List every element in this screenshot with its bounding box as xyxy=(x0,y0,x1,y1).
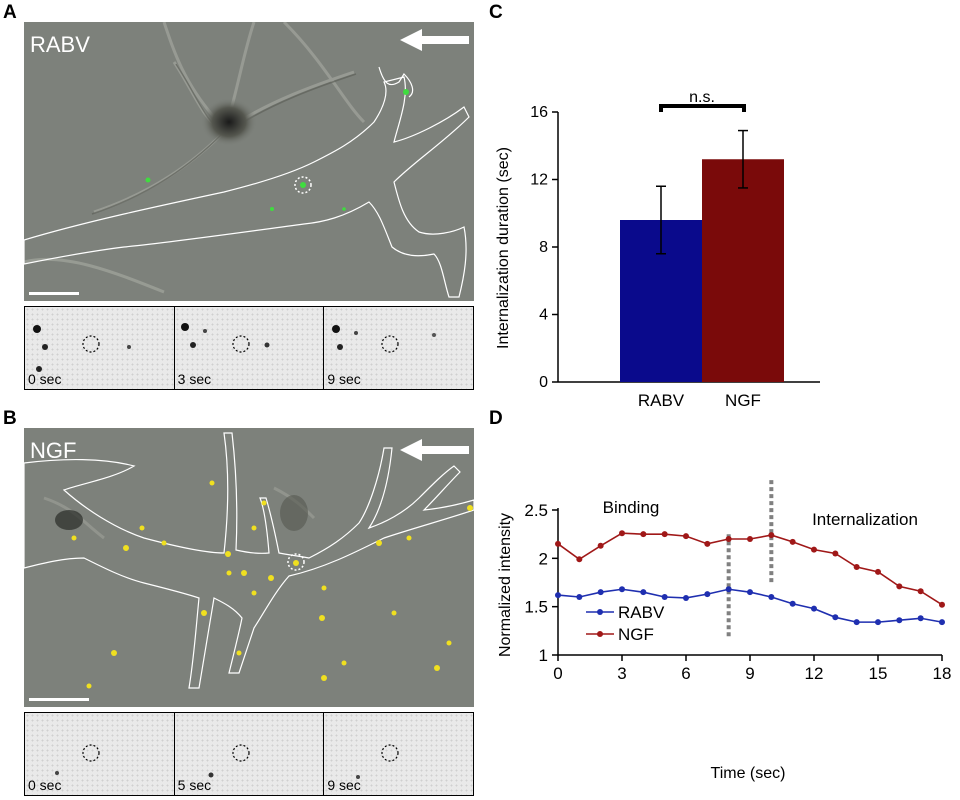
y-axis-label: Normalized intensity xyxy=(497,513,514,657)
data-point xyxy=(555,540,561,547)
data-point xyxy=(661,594,668,600)
data-point xyxy=(640,589,647,596)
strip-frame: 0 sec xyxy=(25,713,175,795)
x-tick-label: 12 xyxy=(805,664,824,683)
panel-b-letter: B xyxy=(3,408,17,429)
frame-time-label: 3 sec xyxy=(177,371,212,387)
data-point xyxy=(832,550,839,557)
strip-frame: 9 sec xyxy=(324,307,474,389)
panel-d-letter: D xyxy=(489,408,503,429)
binding-annotation: Binding xyxy=(603,498,660,517)
significance-bracket xyxy=(659,104,746,112)
internalization-annotation: Internalization xyxy=(812,510,918,529)
line-chart: 1 1.5 2 2.5 0 3 6 9 12 15 18 RABV NGF Normalized in… xyxy=(497,480,952,782)
strip-frame: 0 sec xyxy=(25,307,175,389)
panel-a-time-strip: 0 sec 3 sec 9 sec xyxy=(24,306,474,390)
arrow-left-icon xyxy=(400,29,469,51)
y-tick-label: 2.5 xyxy=(524,501,548,520)
data-point xyxy=(704,540,711,547)
data-point xyxy=(896,617,903,624)
data-point xyxy=(768,594,775,600)
data-point xyxy=(939,601,945,608)
data-point xyxy=(811,605,817,612)
data-point xyxy=(768,532,775,539)
data-point xyxy=(875,568,881,575)
panel-b-time-strip: 0 sec 5 sec 9 sec xyxy=(24,712,474,796)
panel-a-letter: A xyxy=(3,2,17,23)
data-point xyxy=(683,533,689,540)
x-tick-label: 0 xyxy=(553,664,562,683)
bar-chart: 0 4 8 12 16 RABV NGF Internalization duration… xyxy=(495,89,820,410)
data-point xyxy=(661,531,668,538)
data-point xyxy=(917,588,924,595)
legend-marker xyxy=(597,631,603,637)
y-tick-label: 16 xyxy=(530,104,548,121)
data-point xyxy=(789,600,796,607)
x-tick-label: 9 xyxy=(745,664,754,683)
legend-marker xyxy=(597,609,603,615)
data-point xyxy=(917,615,924,622)
data-point xyxy=(555,592,561,599)
arrow-left-icon xyxy=(400,439,469,461)
frame-time-label: 9 sec xyxy=(327,777,361,793)
panel-a-label: RABV xyxy=(30,32,90,57)
data-point xyxy=(725,586,732,593)
x-tick-label: 18 xyxy=(933,664,952,683)
data-point xyxy=(597,589,604,596)
panel-b-label: NGF xyxy=(30,438,77,463)
panel-b-micrograph: NGF xyxy=(24,428,474,707)
frame-time-label: 0 sec xyxy=(28,371,62,387)
x-tick-label: 6 xyxy=(681,664,690,683)
data-point xyxy=(747,536,753,542)
x-tick-label: NGF xyxy=(725,391,761,410)
y-tick-label: 2 xyxy=(539,549,548,568)
panel-a-micrograph: RABV xyxy=(24,22,474,301)
y-tick-label: 4 xyxy=(539,307,548,324)
data-point xyxy=(853,619,860,626)
data-point xyxy=(811,546,817,553)
data-point xyxy=(597,542,604,549)
data-point xyxy=(683,594,689,601)
data-point xyxy=(576,556,583,563)
data-point xyxy=(725,536,732,542)
y-tick-label: 1 xyxy=(539,646,548,665)
legend-label: RABV xyxy=(618,603,665,622)
significance-label: n.s. xyxy=(689,89,715,106)
bar-ngf xyxy=(702,159,784,382)
frame-time-label: 5 sec xyxy=(177,777,212,793)
data-point xyxy=(789,538,796,545)
y-tick-label: 12 xyxy=(530,172,548,189)
y-tick-label: 0 xyxy=(539,374,548,391)
ngf-neuron-image xyxy=(24,432,474,701)
y-tick-label: 1.5 xyxy=(524,598,548,617)
x-axis-label: Time (sec) xyxy=(711,765,786,782)
y-tick-label: 8 xyxy=(539,239,548,256)
strip-frame: 9 sec xyxy=(324,713,474,795)
x-tick-label: 3 xyxy=(617,664,626,683)
legend-label: NGF xyxy=(618,625,654,644)
panel-c-letter: C xyxy=(489,2,503,23)
data-point xyxy=(619,586,625,593)
frame-time-label: 9 sec xyxy=(327,371,361,387)
data-point xyxy=(704,591,711,598)
strip-frame: 3 sec xyxy=(174,307,325,389)
strip-frame: 5 sec xyxy=(174,713,325,795)
data-point xyxy=(747,589,753,596)
data-point xyxy=(619,530,625,537)
x-tick-label: 15 xyxy=(869,664,888,683)
data-point xyxy=(832,614,839,621)
rabv-neuron-image xyxy=(24,22,470,298)
y-axis-label: Internalization duration (sec) xyxy=(495,147,512,349)
scale-bar-icon xyxy=(29,292,79,295)
data-point xyxy=(896,583,903,590)
data-point xyxy=(853,564,860,571)
frame-time-label: 0 sec xyxy=(28,777,62,793)
data-point xyxy=(875,619,881,626)
data-point xyxy=(640,531,647,538)
scale-bar-icon xyxy=(29,698,89,701)
data-point xyxy=(939,619,945,626)
data-point xyxy=(576,594,583,600)
x-tick-label: RABV xyxy=(638,391,685,410)
